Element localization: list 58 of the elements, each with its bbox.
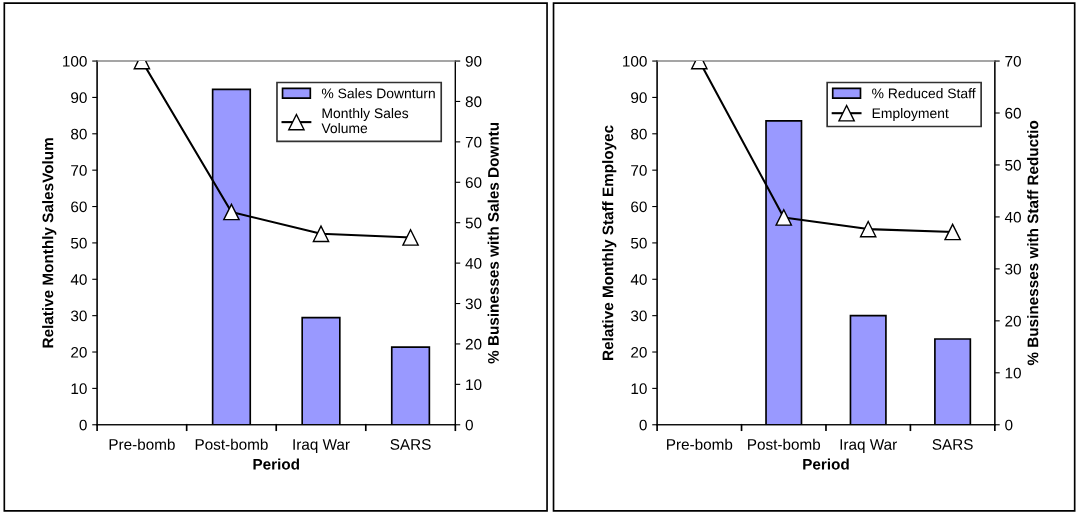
x-tick-label: Pre-bomb (667, 438, 733, 450)
y2-tick-label: 40 (1004, 211, 1021, 223)
y-tick-label: 80 (71, 128, 87, 140)
y-tick-label: 50 (631, 237, 647, 249)
legend-label: Employment (872, 107, 949, 121)
y-tick-label: 20 (71, 346, 87, 358)
y2-tick-label: 30 (465, 298, 482, 310)
y-tick-label: 0 (639, 419, 647, 431)
y-axis-title: Relative Monthly Staff Employec (602, 125, 617, 360)
legend-label: % Sales Downturn (321, 88, 435, 99)
y-tick-label: 100 (63, 55, 87, 67)
y-tick-label: 90 (71, 92, 87, 104)
y2-axis-title: % Businesses with Staff Reductio (1027, 120, 1039, 366)
y-tick-label: 40 (70, 274, 87, 285)
y-tick-label: 30 (70, 310, 87, 322)
y-tick-label: 20 (631, 346, 647, 358)
x-tick-label: Iraq War (840, 439, 897, 453)
y-tick-label: 40 (630, 274, 647, 285)
x-tick-label: Post-bomb (195, 438, 268, 450)
x-tick-label: Iraq War (293, 439, 350, 453)
x-tick-label: SARS (390, 439, 431, 450)
y2-tick-label: 20 (465, 338, 482, 350)
y-tick-label: 10 (631, 383, 647, 395)
y2-tick-label: 0 (465, 419, 473, 431)
y2-tick-label: 10 (466, 379, 482, 391)
legend-label: Monthly Sales Volume (321, 107, 409, 134)
x-tick-label: Post-bomb (748, 438, 821, 450)
y2-axis-title: % Businesses with Sales Downtu (487, 122, 499, 364)
y2-tick-label: 0 (1005, 419, 1013, 431)
y-tick-label: 30 (630, 310, 647, 322)
y2-tick-label: 60 (1005, 107, 1021, 119)
x-tick-label: SARS (932, 439, 973, 450)
y-tick-label: 100 (623, 55, 647, 67)
y-tick-label: 70 (631, 165, 647, 176)
y2-tick-label: 90 (465, 55, 482, 67)
y-tick-label: 90 (631, 92, 647, 104)
y-tick-label: 80 (631, 128, 647, 140)
y2-tick-label: 20 (1005, 315, 1021, 327)
y2-tick-label: 30 (1005, 263, 1021, 275)
x-axis-title: Period (803, 458, 849, 470)
x-axis-title: Period (253, 458, 299, 470)
y2-tick-label: 50 (465, 217, 482, 229)
y-tick-label: 50 (71, 237, 87, 249)
y2-tick-label: 40 (465, 257, 482, 269)
x-tick-label: Pre-bomb (109, 438, 175, 450)
y-tick-label: 0 (79, 419, 87, 431)
y-tick-label: 60 (631, 201, 647, 213)
y-tick-label: 10 (71, 383, 87, 395)
y2-tick-label: 70 (465, 136, 482, 148)
legend-label: % Reduced Staff (872, 88, 976, 99)
y2-tick-label: 10 (1005, 367, 1021, 379)
y2-tick-label: 50 (1005, 159, 1021, 171)
y-axis-title: Relative Monthly SalesVolum (42, 138, 57, 348)
y2-tick-label: 60 (465, 177, 482, 188)
y-tick-label: 60 (71, 201, 87, 213)
y2-tick-label: 70 (1005, 55, 1021, 67)
y-tick-label: 70 (71, 165, 87, 176)
y2-tick-label: 80 (465, 96, 482, 108)
